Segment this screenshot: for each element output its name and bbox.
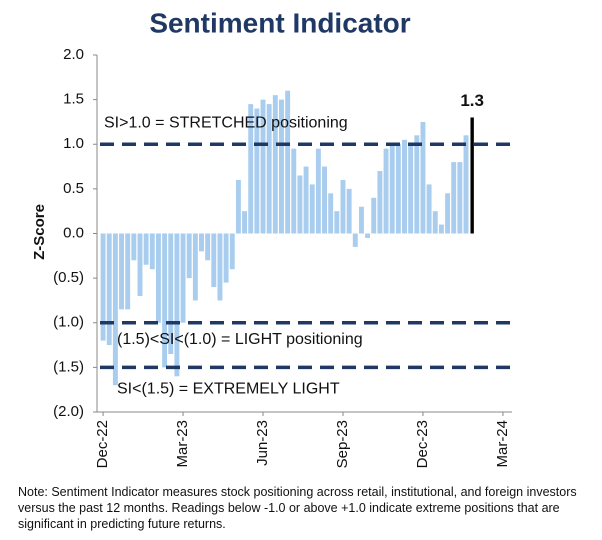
- bar: [432, 211, 438, 234]
- bar: [457, 162, 463, 234]
- bar: [420, 121, 426, 234]
- y-tick-label: 1.5: [63, 91, 84, 108]
- bar: [180, 233, 186, 323]
- x-tick-label: Sep-23: [334, 420, 351, 468]
- y-tick-label: (1.0): [53, 314, 84, 331]
- bar: [383, 148, 389, 234]
- bar: [371, 197, 377, 234]
- y-axis-label: Z-Score: [31, 204, 48, 260]
- data-label: 1.3: [460, 91, 484, 110]
- bar: [279, 99, 284, 234]
- bar: [162, 233, 168, 368]
- bar: [254, 108, 260, 234]
- bar: [260, 99, 266, 234]
- bar: [389, 144, 395, 234]
- bar: [211, 233, 217, 288]
- bar: [186, 233, 192, 279]
- bar: [303, 166, 309, 234]
- bar: [143, 233, 149, 265]
- footnote: Note: Sentiment Indicator measures stock…: [18, 485, 577, 531]
- x-tick-label: Mar-23: [174, 420, 191, 468]
- y-tick-label: (2.0): [53, 403, 84, 420]
- bar: [322, 166, 327, 234]
- bar: [445, 193, 451, 234]
- bar: [272, 95, 278, 234]
- bar: [285, 90, 291, 234]
- bar: [309, 184, 315, 234]
- bar: [426, 184, 432, 234]
- bar: [334, 211, 340, 234]
- y-tick-label: 0.0: [63, 224, 84, 241]
- bar: [297, 175, 303, 234]
- bar: [168, 233, 174, 354]
- bar: [229, 233, 235, 270]
- bar: [217, 233, 223, 301]
- bar: [199, 233, 204, 252]
- bar: [470, 117, 474, 234]
- bar: [125, 233, 131, 310]
- bar: [106, 233, 112, 346]
- bar: [112, 233, 118, 386]
- x-tick-label: Mar-24: [494, 420, 511, 468]
- bar: [205, 233, 211, 261]
- bar: [235, 179, 241, 234]
- bar: [438, 224, 444, 234]
- reference-label: SI>1.0 = STRETCHED positioning: [104, 114, 348, 131]
- chart-title: Sentiment Indicator: [149, 7, 410, 38]
- reference-label: SI<(1.5) = EXTREMELY LIGHT: [117, 381, 340, 398]
- reference-label: (1.5)<SI<(1.0) = LIGHT positioning: [117, 331, 363, 348]
- bar: [414, 135, 420, 234]
- y-tick-label: 1.0: [63, 135, 84, 152]
- x-tick-label: Dec-23: [414, 420, 431, 468]
- bar: [242, 211, 248, 234]
- y-tick-label: 2.0: [63, 46, 84, 63]
- bar: [149, 233, 155, 270]
- y-tick-label: 0.5: [63, 180, 84, 197]
- bar: [100, 233, 106, 341]
- bar: [377, 171, 383, 234]
- bar: [402, 139, 407, 234]
- bar: [358, 206, 364, 234]
- bar: [352, 233, 358, 247]
- bar: [248, 104, 254, 234]
- bar: [340, 179, 346, 234]
- x-tick-label: Jun-23: [254, 420, 271, 466]
- bar: [291, 148, 297, 234]
- bar: [365, 233, 371, 238]
- bar: [451, 162, 457, 234]
- bar: [119, 233, 124, 310]
- chart: Sentiment Indicator Z-Score 2.0 1.5 1.0 0.5…: [31, 7, 512, 468]
- x-tick-label: Dec-22: [94, 420, 111, 468]
- bar: [463, 135, 469, 234]
- bar: [266, 104, 272, 234]
- bar: [155, 233, 161, 323]
- bar: [395, 144, 401, 234]
- bar: [346, 188, 352, 234]
- y-tick-label: (1.5): [53, 358, 84, 375]
- bar: [223, 233, 229, 283]
- bar: [137, 233, 143, 296]
- bar: [192, 233, 198, 301]
- bar: [131, 233, 137, 261]
- bar: [174, 233, 180, 377]
- bar: [408, 144, 414, 234]
- bar: [315, 148, 321, 234]
- y-tick-label: (0.5): [53, 269, 84, 286]
- bar: [328, 193, 334, 234]
